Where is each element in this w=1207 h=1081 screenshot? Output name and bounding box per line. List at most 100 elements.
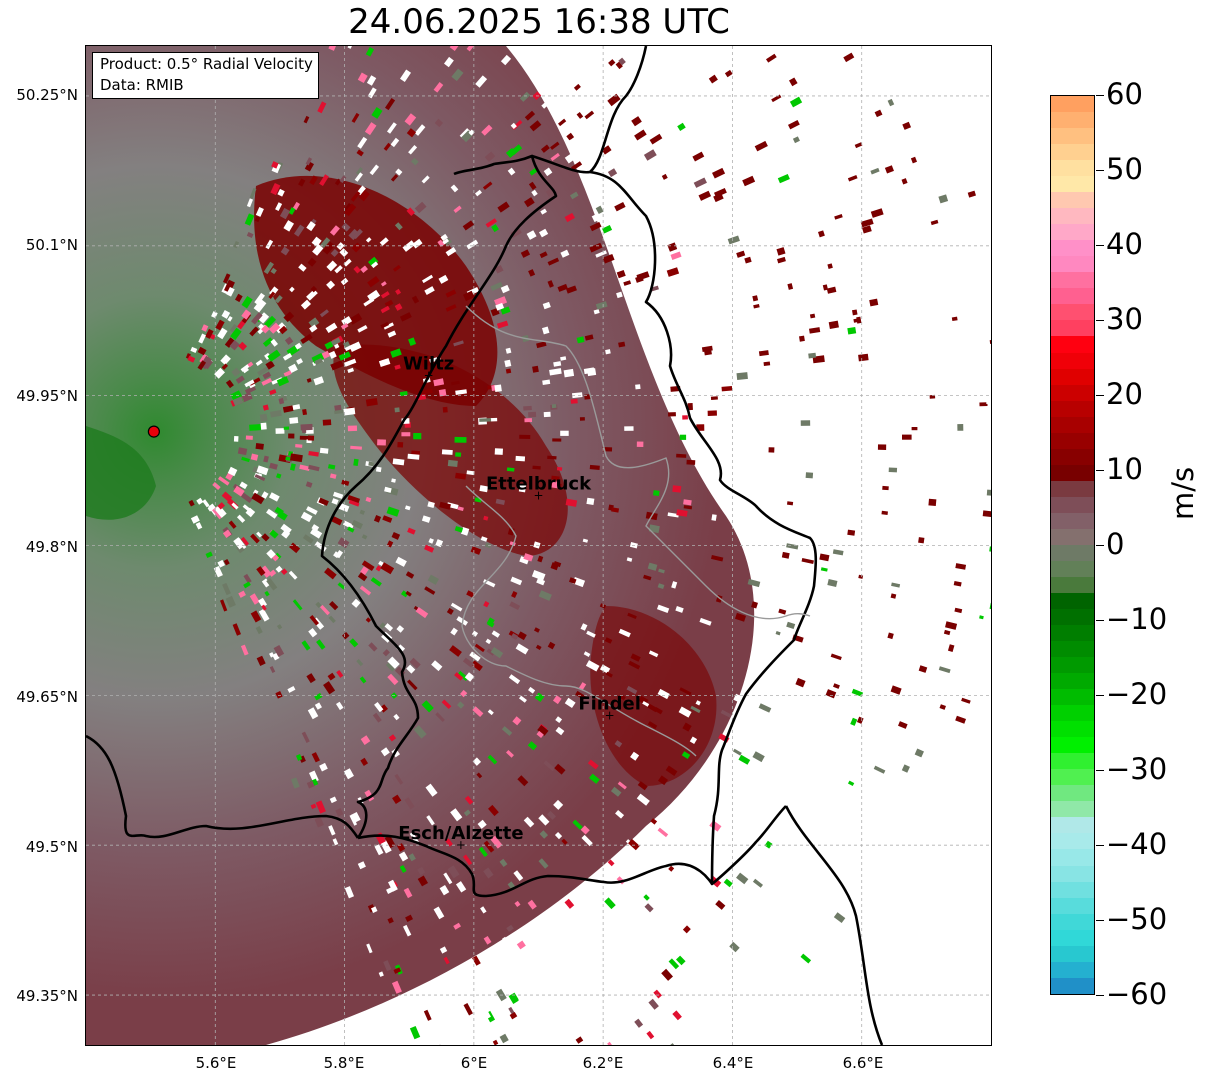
echo-pixel (328, 46, 339, 51)
echo-pixel (352, 228, 363, 240)
echo-pixel (187, 355, 196, 363)
colorbar-cell (1051, 705, 1094, 722)
echo-pixel (538, 228, 549, 238)
echo-pixel (471, 973, 480, 982)
colorbar-cell (1051, 208, 1094, 225)
echo-pixel (524, 110, 536, 121)
echo-pixel (427, 574, 439, 585)
echo-pixel (874, 109, 883, 118)
echo-pixel (215, 319, 225, 331)
echo-pixel (484, 151, 496, 162)
echo-pixel (256, 566, 266, 576)
colorbar-cell (1051, 224, 1094, 241)
echo-pixel (426, 815, 435, 826)
echo-pixel (402, 924, 412, 937)
echo-pixel (634, 129, 647, 141)
echo-pixel (466, 239, 479, 250)
echo-pixel (954, 607, 963, 614)
echo-pixel (347, 526, 355, 533)
echo-pixel (404, 797, 415, 810)
echo-pixel (957, 423, 964, 431)
city-marker: + (424, 369, 434, 383)
echo-pixel (611, 507, 620, 513)
echo-pixel (375, 565, 382, 572)
echo-pixel (314, 702, 322, 710)
colorbar-tick (1096, 995, 1104, 996)
echo-pixel (511, 591, 518, 598)
echo-pixel (447, 1010, 455, 1018)
echo-pixel (290, 777, 300, 789)
echo-pixel (407, 527, 416, 535)
echo-pixel (681, 751, 691, 759)
echo-pixel (605, 349, 611, 355)
echo-pixel (259, 565, 272, 578)
colorbar-cell (1051, 576, 1094, 593)
colorbar-cell (1051, 961, 1094, 978)
echo-pixel (975, 201, 982, 210)
lon-tick-label: 6.2°E (582, 1054, 624, 1072)
colorbar-cell (1051, 240, 1094, 257)
echo-pixel (792, 136, 800, 144)
echo-pixel (528, 269, 536, 277)
echo-pixel (290, 453, 303, 463)
echo-pixel (672, 1010, 682, 1021)
echo-pixel (367, 289, 381, 302)
echo-pixel (686, 459, 696, 465)
echo-pixel (247, 361, 254, 368)
echo-pixel (233, 537, 245, 550)
echo-pixel (462, 657, 474, 668)
echo-pixel (225, 379, 234, 389)
echo-pixel (251, 312, 263, 325)
echo-pixel (884, 165, 894, 174)
echo-pixel (223, 273, 231, 284)
echo-pixel (535, 644, 542, 651)
echo-pixel (371, 906, 378, 914)
echo-pixel (202, 499, 210, 508)
echo-pixel (858, 353, 869, 362)
echo-pixel (553, 799, 564, 810)
echo-pixel (314, 816, 324, 828)
echo-pixel (478, 846, 488, 858)
echo-pixel (347, 367, 355, 374)
echo-pixel (300, 511, 313, 523)
echo-pixel (678, 706, 692, 718)
echo-pixel (424, 586, 436, 595)
echo-pixel (328, 615, 336, 624)
echo-pixel (847, 174, 858, 182)
echo-pixel (441, 449, 453, 455)
echo-pixel (195, 522, 203, 530)
echo-pixel (536, 730, 544, 738)
echo-pixel (825, 689, 837, 699)
echo-pixel (403, 887, 413, 899)
echo-pixel (394, 407, 400, 413)
echo-pixel (339, 248, 349, 258)
radar-map[interactable]: + Wiltz + Ettelbruck + Findel + Esch/Alzette (85, 45, 992, 1046)
echo-pixel (501, 936, 510, 946)
echo-pixel (387, 122, 397, 134)
echo-pixel (383, 960, 392, 972)
echo-pixel (682, 329, 691, 337)
echo-pixel (427, 501, 435, 508)
echo-pixel (809, 327, 821, 334)
echo-pixel (271, 161, 279, 169)
colorbar-tick-label: −30 (1106, 752, 1168, 786)
colorbar-tick-label: 40 (1106, 227, 1143, 261)
echo-pixel (450, 184, 459, 193)
colorbar-unit-label: m/s (1166, 466, 1200, 520)
data-source-label: Data: RMIB (100, 76, 184, 94)
echo-pixel (308, 450, 319, 457)
echo-pixel (342, 520, 354, 530)
echo-pixel (344, 203, 357, 217)
echo-pixel (528, 686, 536, 694)
echo-pixel (888, 467, 898, 473)
echo-pixel (239, 481, 248, 490)
echo-pixel (233, 436, 239, 442)
echo-pixel (384, 299, 394, 308)
echo-pixel (258, 312, 270, 324)
echo-pixel (593, 309, 600, 315)
echo-pixel (566, 132, 575, 141)
echo-pixel (409, 1026, 421, 1040)
echo-pixel (564, 898, 575, 909)
echo-pixel (307, 435, 315, 441)
echo-pixel (547, 257, 560, 266)
